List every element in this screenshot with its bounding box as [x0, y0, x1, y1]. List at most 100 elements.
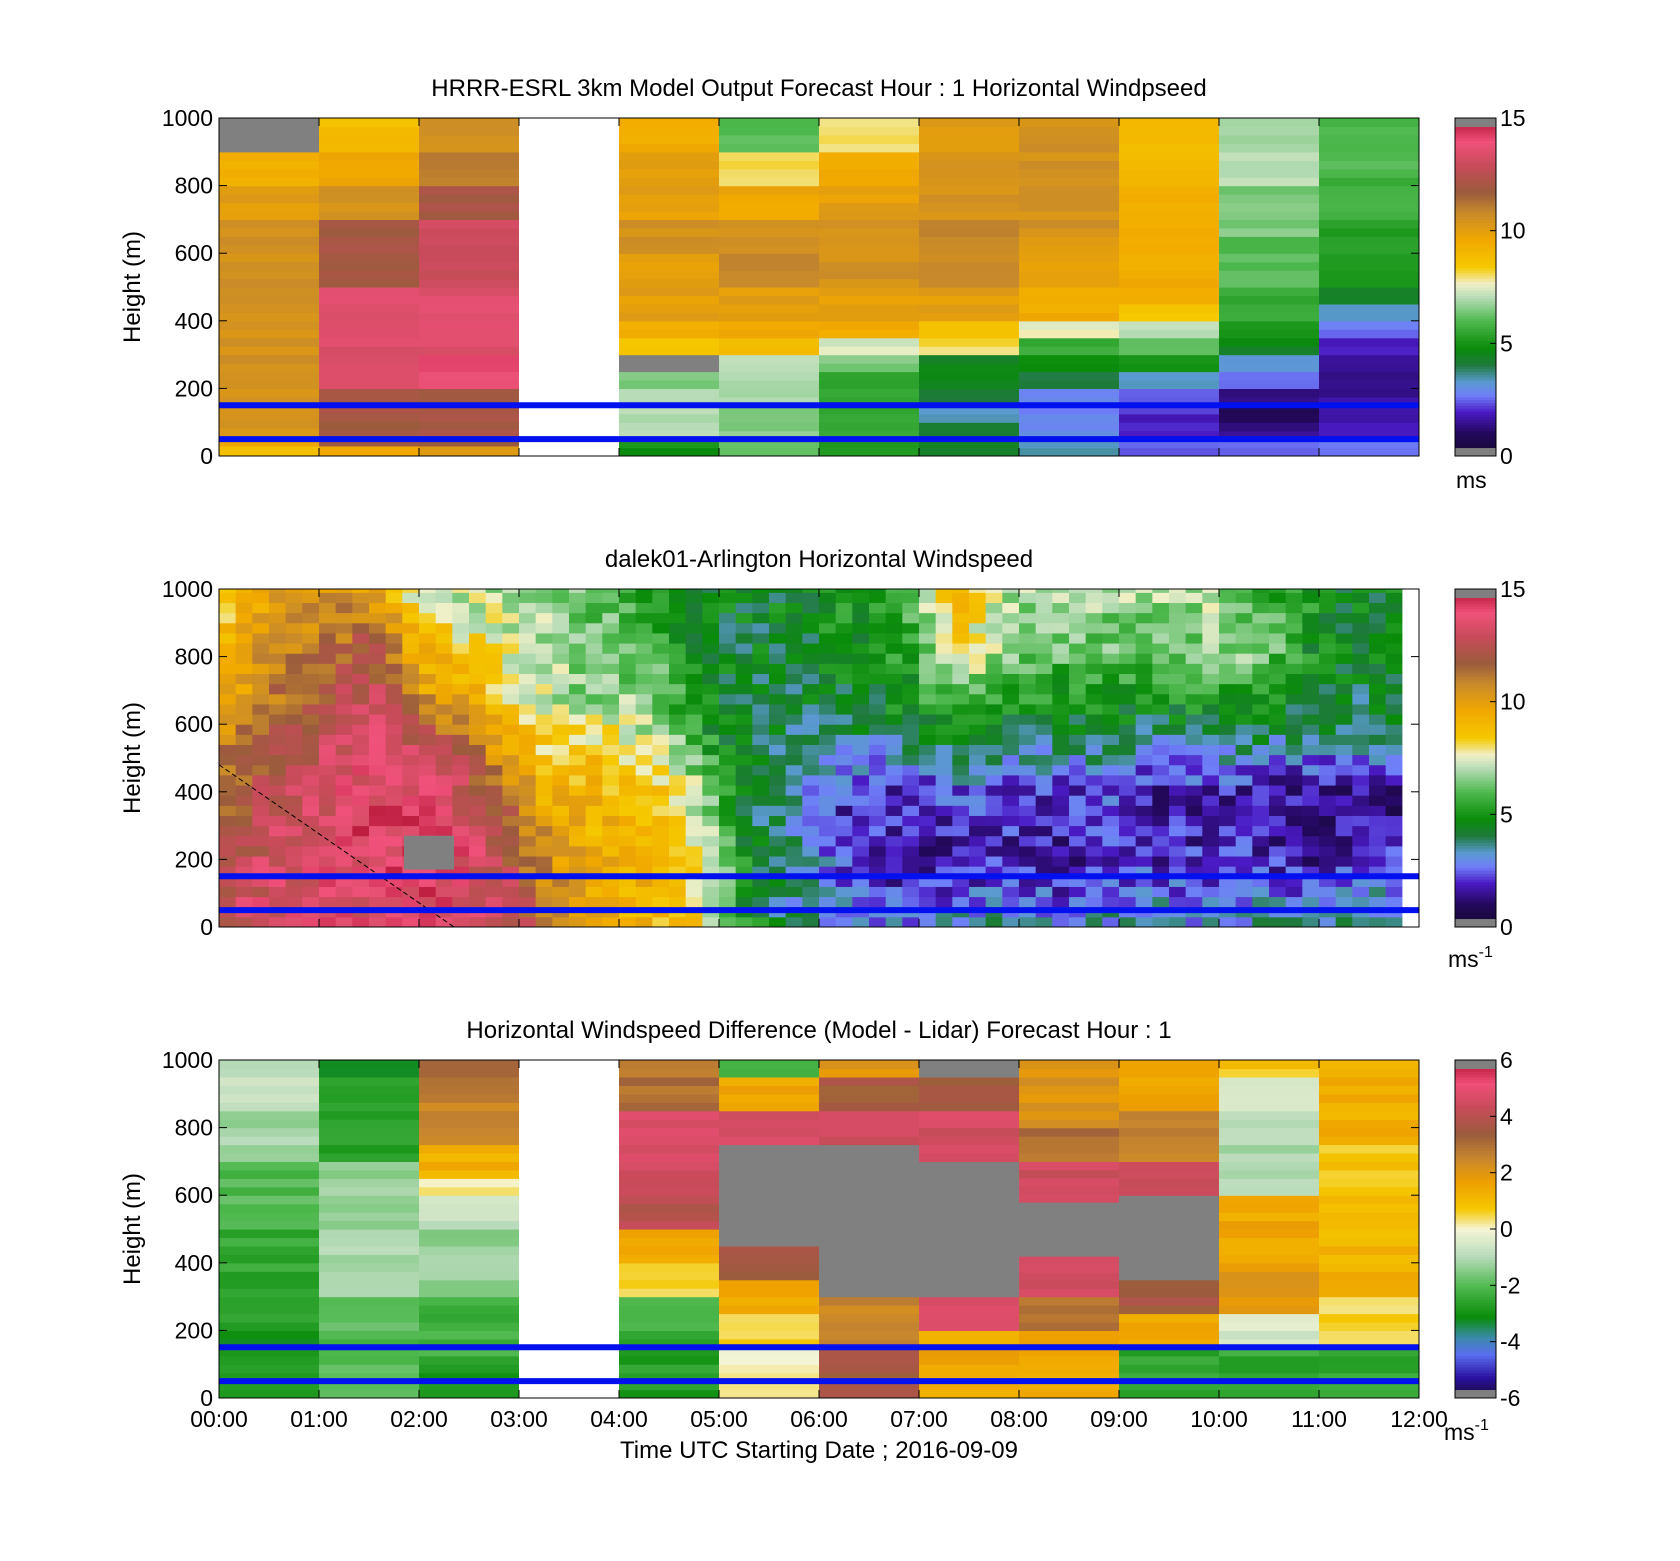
heatmap-cell	[635, 653, 653, 664]
heatmap-cell	[819, 866, 837, 877]
heatmap-cell	[819, 227, 919, 237]
heatmap-cell	[1052, 825, 1070, 837]
reference-lines	[219, 1344, 1419, 1385]
heatmap-cell	[669, 683, 687, 695]
heatmap-cell	[719, 1110, 819, 1120]
heatmap-cell	[835, 683, 853, 695]
heatmap-cell	[419, 795, 437, 806]
heatmap-cell	[319, 876, 337, 887]
heatmap-cell	[719, 1220, 819, 1230]
heatmap-cell	[919, 1195, 1019, 1205]
heatmap-cell	[719, 916, 737, 927]
heatmap-cell	[219, 693, 237, 705]
heatmap-cell	[552, 724, 570, 735]
heatmap-cell	[319, 744, 337, 756]
heatmap-cell	[302, 744, 320, 756]
heatmap-cell	[735, 592, 753, 604]
heatmap-cell	[1219, 1127, 1319, 1137]
heatmap-cell	[1002, 714, 1020, 725]
heatmap-cell	[919, 1085, 1019, 1095]
heatmap-cell	[1369, 622, 1387, 634]
heatmap-cell	[619, 329, 719, 339]
heatmap-cell	[1202, 815, 1220, 827]
colorbar-swatch	[1455, 1141, 1496, 1145]
colorbar-swatch	[1455, 219, 1496, 223]
heatmap-cell	[319, 363, 419, 373]
heatmap-cell	[1119, 734, 1137, 745]
colorbar-swatch	[1455, 808, 1496, 813]
heatmap-cell	[1319, 227, 1419, 237]
colorbar-swatch	[1455, 803, 1496, 807]
heatmap-cell	[1152, 856, 1170, 867]
heatmap-cell	[902, 653, 920, 664]
heatmap-cell	[1219, 734, 1237, 745]
heatmap-cell	[869, 795, 887, 806]
heatmap-cell	[819, 693, 837, 705]
heatmap-cell	[335, 693, 353, 705]
y-tick-label: 800	[175, 173, 213, 199]
heatmap-cell	[419, 270, 519, 280]
colorbar-swatch	[1455, 1175, 1496, 1179]
heatmap-cell	[1252, 744, 1270, 756]
heatmap-cell	[919, 1338, 1019, 1348]
heatmap-cell	[1319, 278, 1419, 288]
heatmap-cell	[1085, 825, 1103, 837]
heatmap-cell	[1319, 693, 1337, 705]
heatmap-cell	[269, 825, 287, 837]
heatmap-cell	[585, 785, 603, 796]
heatmap-cell	[885, 856, 903, 867]
heatmap-cell	[719, 363, 819, 373]
heatmap-cell	[719, 754, 737, 766]
heatmap-cell	[252, 896, 270, 908]
heatmap-cell	[719, 734, 737, 745]
heatmap-cell	[652, 592, 670, 604]
heatmap-cell	[835, 663, 853, 674]
heatmap-cell	[1019, 622, 1037, 634]
heatmap-cell	[685, 653, 703, 664]
heatmap-cell	[869, 785, 887, 796]
heatmap-cell	[619, 210, 719, 220]
heatmap-cell	[935, 916, 953, 927]
heatmap-cell	[1119, 1119, 1219, 1129]
heatmap-cell	[485, 815, 503, 827]
heatmap-cell	[1135, 866, 1153, 877]
heatmap-cell	[519, 653, 537, 664]
heatmap-cells	[219, 1060, 1419, 1398]
heatmap-cell	[252, 815, 270, 827]
heatmap-cell	[385, 916, 403, 927]
heatmap-cell	[785, 673, 803, 685]
heatmap-cell	[385, 612, 403, 624]
heatmap-cell	[502, 622, 520, 634]
heatmap-cell	[735, 896, 753, 908]
heatmap-cell	[619, 1136, 719, 1146]
heatmap-cell	[1319, 439, 1419, 449]
heatmap-cell	[819, 825, 837, 837]
heatmap-cell	[619, 643, 637, 654]
heatmap-cell	[1119, 177, 1219, 187]
heatmap-cell	[819, 1186, 919, 1196]
heatmap-cell	[319, 278, 419, 288]
heatmap-cell	[969, 673, 987, 685]
heatmap-cell	[419, 177, 519, 187]
heatmap-cell	[469, 876, 487, 887]
heatmap-cell	[219, 1220, 319, 1230]
heatmap-cell	[285, 724, 303, 735]
heatmap-cell	[419, 643, 437, 654]
heatmap-cell	[1019, 1076, 1119, 1086]
heatmap-cell	[535, 764, 553, 776]
colorbar-swatch	[1455, 1347, 1496, 1351]
heatmap-cell	[1019, 244, 1119, 254]
heatmap-cell	[319, 1161, 419, 1171]
heatmap-cell	[619, 612, 637, 624]
heatmap-cell	[1169, 805, 1187, 816]
heatmap-cell	[1019, 1229, 1119, 1239]
heatmap-cell	[1002, 866, 1020, 877]
heatmap-cell	[219, 602, 237, 614]
heatmap-cell	[219, 1288, 319, 1298]
heatmap-cell	[735, 785, 753, 796]
heatmap-cell	[1135, 653, 1153, 664]
heatmap-cell	[919, 118, 1019, 128]
heatmap-cell	[285, 835, 303, 847]
heatmap-cell	[735, 693, 753, 705]
heatmap-cell	[585, 825, 603, 837]
